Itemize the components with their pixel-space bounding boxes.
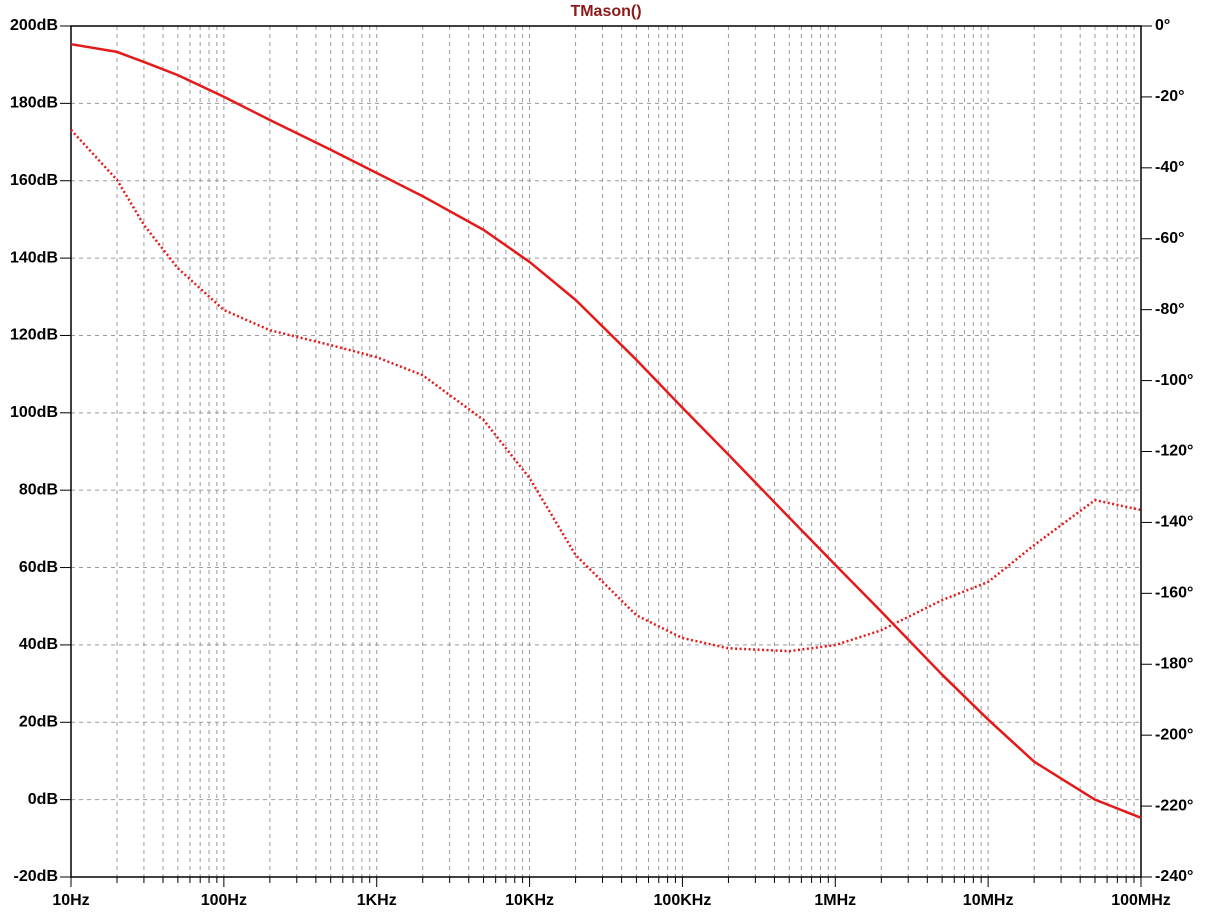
x-tick-label: 100KHz [654, 892, 712, 909]
y-tick-label: 180dB [10, 95, 58, 112]
y2-tick-label: -220° [1155, 797, 1193, 814]
x-tick-label: 10KHz [505, 892, 554, 909]
chart-title: TMason() [570, 3, 641, 20]
x-tick-label: 1KHz [357, 892, 397, 909]
x-tick-label: 10MHz [963, 892, 1014, 909]
y2-tick-label: -240° [1155, 868, 1193, 885]
y2-tick-label: -120° [1155, 443, 1193, 460]
y-tick-label: 20dB [19, 713, 58, 730]
phase-line [70, 129, 1142, 653]
y2-tick-label: -200° [1155, 726, 1193, 743]
y-tick-label: 40dB [19, 636, 58, 653]
y-tick-label: 120dB [10, 327, 58, 344]
y-tick-label: 80dB [19, 481, 58, 498]
y-tick-label: 140dB [10, 249, 58, 266]
x-tick-label: 100Hz [201, 892, 247, 909]
y2-tick-label: 0° [1155, 17, 1170, 34]
x-tick-label: 100MHz [1111, 892, 1171, 909]
y2-tick-label: -140° [1155, 514, 1193, 531]
x-tick-label: 10Hz [52, 892, 89, 909]
y-tick-label: 100dB [10, 404, 58, 421]
y2-tick-label: -160° [1155, 585, 1193, 602]
magnitude-line [70, 42, 1142, 819]
y2-tick-label: -80° [1155, 301, 1185, 318]
y-tick-label: 200dB [10, 17, 58, 34]
y-tick-label: 160dB [10, 172, 58, 189]
y-tick-label: 0dB [28, 791, 58, 808]
plot-frame [70, 25, 1142, 878]
y2-tick-label: -60° [1155, 230, 1185, 247]
x-tick-label: 1MHz [814, 892, 856, 909]
y2-tick-label: -180° [1155, 655, 1193, 672]
y2-tick-label: -40° [1155, 159, 1185, 176]
y-tick-label: -20dB [14, 868, 58, 885]
y2-tick-label: -20° [1155, 88, 1185, 105]
y2-tick-label: -100° [1155, 372, 1193, 389]
y-tick-label: 60dB [19, 559, 58, 576]
